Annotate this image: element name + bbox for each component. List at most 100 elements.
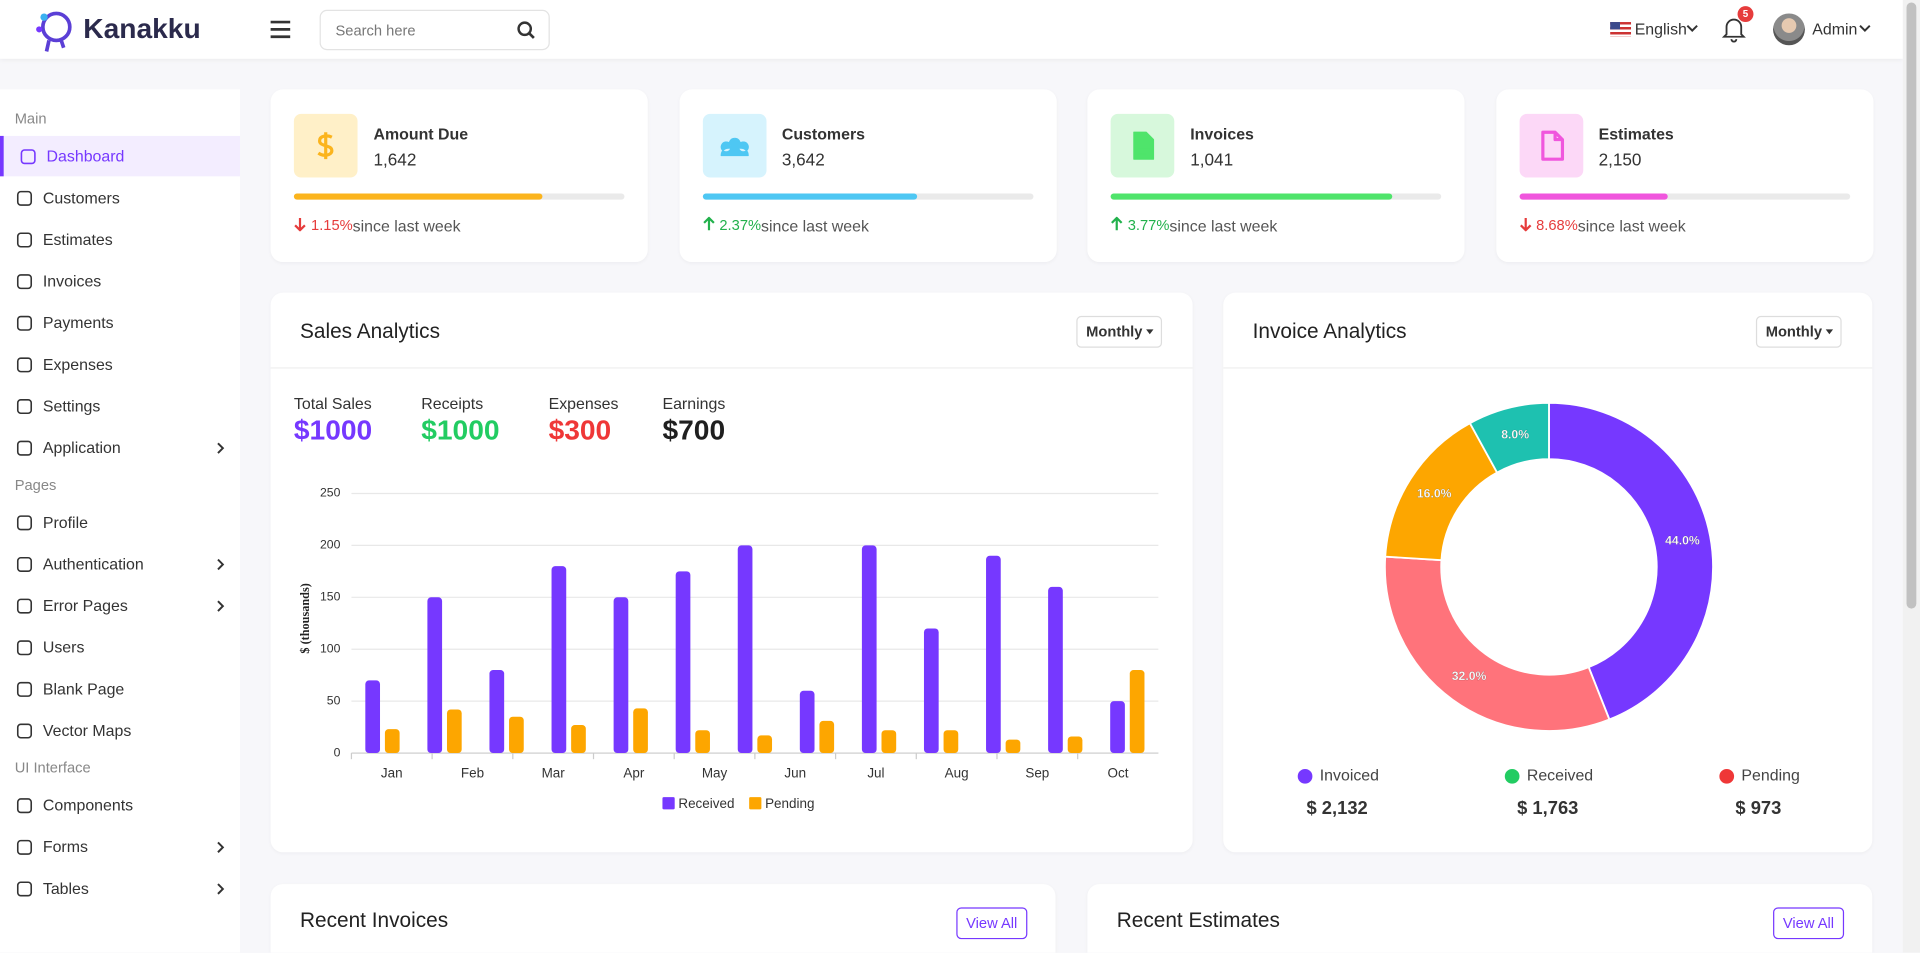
nav-item[interactable]: Blank Page (0, 669, 240, 709)
nav-item[interactable]: Users (0, 627, 240, 667)
stat-card: Invoices 1,041 3.77% since last week (1087, 89, 1465, 263)
stat-card: Amount Due 1,642 1.15% since last week (270, 89, 648, 263)
nav-item[interactable]: Expenses (0, 344, 240, 384)
summary-value: $1000 (421, 413, 500, 446)
progress-track (1518, 193, 1850, 200)
divider (270, 367, 1193, 369)
nav-item[interactable]: Tables (0, 868, 240, 908)
avatar[interactable] (1773, 13, 1805, 46)
arrow-path (217, 442, 225, 454)
section-title: Main (14, 110, 47, 128)
nav-label: Tables (42, 879, 89, 898)
stat-icon-shape (317, 132, 334, 160)
nav-label: Error Pages (42, 596, 128, 615)
nav-item[interactable]: Components (0, 785, 240, 825)
nav-icon (16, 723, 33, 739)
nav-icon-shape (16, 556, 33, 573)
trend-arrow-path (702, 216, 715, 231)
search-box[interactable]: Search here (319, 9, 550, 51)
nav-label: Invoices (42, 271, 102, 291)
nav-item[interactable]: Authentication (0, 544, 240, 584)
scroll-thumb[interactable] (1906, 2, 1917, 609)
nav-item[interactable]: Error Pages (0, 585, 240, 625)
view-all-button[interactable]: View All (956, 907, 1028, 940)
sidebar: Main Dashboard Customers Estimates Invoices P… (0, 89, 241, 953)
trend-arrow-path (1519, 217, 1531, 232)
nav-item[interactable]: Payments (0, 302, 240, 342)
submenu-arrow (217, 883, 225, 895)
view-all-button[interactable]: View All (1773, 907, 1845, 940)
stat-change: 8.68% (1536, 216, 1578, 234)
scrollbar[interactable] (1902, 0, 1920, 953)
nav-icon (16, 839, 33, 855)
nav-item[interactable]: Forms (0, 827, 240, 867)
nav-icon-shape (16, 315, 33, 331)
stat-value: 1,041 (1190, 149, 1234, 169)
period-dropdown[interactable]: Monthly (1076, 315, 1163, 348)
nav-item[interactable]: Profile (0, 502, 240, 542)
nav-item[interactable]: Customers (0, 178, 240, 218)
stat-title: Invoices (1190, 124, 1254, 144)
bell-icon (1721, 18, 1746, 43)
nav-icon (16, 515, 33, 531)
nav-item[interactable]: Vector Maps (0, 710, 240, 750)
stat-card: Estimates 2,150 8.68% since last week (1495, 89, 1873, 263)
section-title: Pages (14, 476, 57, 494)
bell[interactable] (1721, 16, 1746, 43)
stat-title: Estimates (1598, 124, 1674, 144)
recent-card: Recent Estimates View All (1087, 884, 1873, 953)
trend-arrow (702, 216, 715, 231)
logo-shape (44, 39, 66, 52)
stat-icon-shape (720, 137, 749, 157)
menu-toggle[interactable] (269, 18, 291, 40)
stat-icon (1133, 131, 1155, 160)
nav-icon-shape (16, 640, 33, 656)
nav-icon (16, 232, 33, 248)
caret (1146, 329, 1154, 335)
nav-label: Application (42, 438, 121, 457)
period-dropdown[interactable]: Monthly (1755, 315, 1842, 348)
chevron (1686, 25, 1698, 32)
nav-label: Users (42, 637, 85, 657)
nav-label: Dashboard (46, 146, 125, 166)
logo-dot (36, 26, 43, 33)
logo-dot (40, 13, 48, 21)
flag (1610, 22, 1632, 37)
arrow-path (217, 841, 225, 853)
nav-label: Profile (42, 513, 88, 532)
stat-title: Amount Due (373, 124, 469, 144)
nav-item[interactable]: Dashboard (0, 135, 241, 177)
user-name[interactable]: Admin (1812, 19, 1858, 38)
stat-icon-box (702, 113, 766, 178)
stat-icon-box (1518, 113, 1583, 178)
notification-badge: 5 (1737, 6, 1754, 23)
nav-icon-shape (16, 440, 33, 456)
nav-item[interactable]: Estimates (0, 219, 240, 259)
section-title: UI Interface (14, 759, 91, 777)
summary-value: $300 (548, 413, 612, 446)
stat-note: since last week (1577, 216, 1686, 236)
nav-item[interactable]: Settings (0, 386, 240, 426)
top-bar: Kanakku Search here English 5 Admin (0, 0, 1903, 59)
language[interactable]: English (1634, 19, 1687, 38)
arrow-path (217, 600, 225, 612)
summary-label: Receipts (421, 394, 484, 413)
stat-change: 2.37% (719, 216, 762, 234)
nav-icon-shape (16, 881, 33, 897)
chart-card: Sales Analytics Monthly Total Sales $1000 Re… (270, 292, 1193, 853)
stat-value: 2,150 (1598, 149, 1642, 169)
period-label: Monthly (1765, 323, 1823, 341)
trend-arrow-path (1111, 216, 1123, 231)
period-label: Monthly (1086, 323, 1143, 341)
nav-icon-shape (16, 232, 33, 248)
logo (36, 11, 72, 52)
button-label: View All (1782, 914, 1835, 932)
stat-icon-box (1110, 113, 1175, 178)
chart-card: Invoice Analytics Monthly (1223, 292, 1873, 853)
nav-item[interactable]: Invoices (0, 261, 240, 301)
stat-change: 1.15% (311, 216, 353, 234)
nav-item[interactable]: Application (0, 427, 240, 467)
stat-title: Customers (781, 124, 866, 144)
nav-icon (16, 798, 33, 814)
